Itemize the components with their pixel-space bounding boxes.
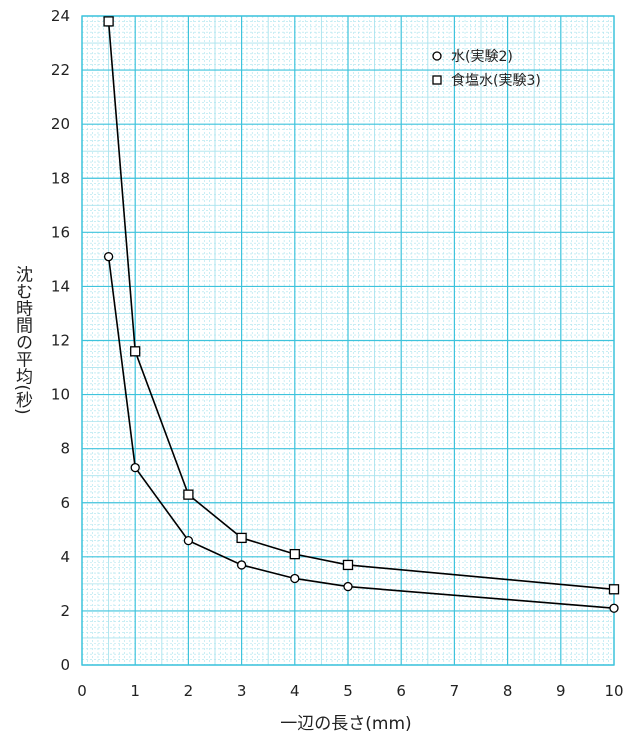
data-point-square <box>342 559 354 571</box>
major-gridlines <box>81 15 615 666</box>
x-tick-label: 9 <box>556 682 566 700</box>
x-tick-label: 8 <box>503 682 513 700</box>
data-point-circle <box>343 581 353 592</box>
data-point-square <box>183 489 194 500</box>
y-tick-label: 10 <box>51 386 70 404</box>
plot-frame <box>81 15 615 666</box>
data-point-square <box>103 16 114 27</box>
series-markers <box>103 16 620 613</box>
legend: 水(実験2) 食塩水(実験3) <box>432 49 541 89</box>
y-axis-title: 沈む時間の平均(秒) <box>12 265 33 414</box>
y-tick-label: 4 <box>60 548 70 566</box>
data-point-square <box>608 584 620 595</box>
y-tick-label: 24 <box>51 7 70 25</box>
series-lines <box>107 21 615 610</box>
x-axis-title: 一辺の長さ(mm) <box>280 714 411 734</box>
y-tick-label: 14 <box>51 277 70 295</box>
y-tick-label: 22 <box>51 61 70 79</box>
series-line-1 <box>107 21 615 591</box>
y-tick-label: 8 <box>60 440 70 458</box>
data-point-circle <box>609 603 619 613</box>
x-axis-ticks: 0 1 2 3 4 5 6 7 8 9 10 <box>77 682 623 700</box>
data-point-square <box>236 532 247 544</box>
y-tick-label: 0 <box>60 656 70 674</box>
y-tick-label: 6 <box>60 494 70 512</box>
data-point-circle <box>236 560 247 570</box>
x-tick-label: 0 <box>77 682 87 700</box>
x-tick-label: 10 <box>604 682 623 700</box>
x-tick-label: 3 <box>237 682 247 700</box>
y-tick-label: 2 <box>60 602 70 620</box>
x-tick-label: 6 <box>396 682 406 700</box>
legend-label-water: 水(実験2) <box>451 49 513 65</box>
data-point-circle <box>103 252 114 262</box>
data-point-square <box>130 346 141 357</box>
data-point-square <box>289 548 300 560</box>
y-tick-label: 12 <box>51 332 70 350</box>
legend-label-saltwater: 食塩水(実験3) <box>451 72 541 89</box>
y-tick-label: 18 <box>51 169 70 187</box>
x-tick-label: 7 <box>450 682 460 700</box>
x-tick-label: 5 <box>343 682 353 700</box>
data-point-circle <box>290 573 300 584</box>
legend-marker-circle <box>432 51 442 61</box>
x-tick-label: 4 <box>290 682 300 700</box>
y-tick-label: 16 <box>51 223 70 241</box>
data-point-circle <box>130 462 140 473</box>
y-tick-label: 20 <box>51 115 70 133</box>
x-tick-label: 2 <box>184 682 194 700</box>
x-tick-label: 1 <box>130 682 140 700</box>
legend-marker-square <box>432 75 442 85</box>
data-point-circle <box>183 535 194 546</box>
